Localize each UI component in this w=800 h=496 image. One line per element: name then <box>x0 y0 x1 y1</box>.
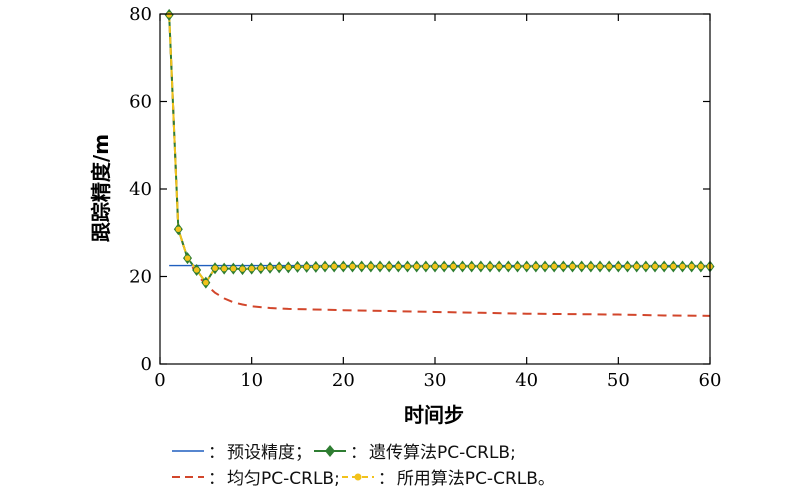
series-used-marker <box>294 264 301 270</box>
x-tick-label: 50 <box>607 370 630 391</box>
series-used-marker <box>340 263 347 270</box>
series-used-marker <box>404 263 411 270</box>
y-tick-label: 40 <box>129 179 152 200</box>
legend-line-preset <box>172 449 204 452</box>
series-used-marker <box>615 263 622 270</box>
series-used-marker <box>221 265 227 272</box>
series-used-marker <box>267 264 273 271</box>
series-used-marker <box>193 267 200 273</box>
series-used-line <box>168 14 710 285</box>
series-used-marker <box>533 263 539 270</box>
series-used-marker <box>203 279 209 286</box>
series-used-marker <box>633 263 640 270</box>
chart: 0 10 20 30 40 50 60 0 20 40 60 80 时间步 跟踪精度/m <box>89 4 721 427</box>
series-used-marker <box>441 263 447 270</box>
series-used-marker <box>358 263 365 270</box>
series-used-marker <box>212 265 218 271</box>
series-used-marker <box>487 263 493 270</box>
y-axis-label: 跟踪精度/m <box>89 134 113 242</box>
series-used-marker <box>661 263 667 270</box>
x-tick-label: 20 <box>332 370 355 391</box>
legend-sep: ： <box>377 469 395 489</box>
series-used-marker <box>230 265 237 272</box>
series-used-marker <box>624 263 631 270</box>
series-used-marker <box>688 263 695 270</box>
series-used-marker <box>368 263 374 270</box>
series-used-marker <box>377 263 383 270</box>
legend-row-2: ： 均匀PC-CRLB; ： 所用算法PC-CRLB。 <box>170 464 555 489</box>
series-used-marker <box>166 12 172 18</box>
y-tick-label: 60 <box>129 92 152 113</box>
x-axis-label: 时间步 <box>404 403 464 427</box>
y-tick-label: 20 <box>129 267 152 288</box>
plot-area <box>164 8 715 317</box>
series-used-marker <box>505 263 512 270</box>
series-used-marker <box>313 264 319 270</box>
series-used-marker <box>331 263 337 270</box>
series-genetic-line <box>168 14 710 285</box>
series-used-marker <box>450 263 457 270</box>
series-used-marker <box>413 263 420 270</box>
series-used-marker <box>551 263 557 270</box>
series-used-marker <box>423 263 429 270</box>
series-used-marker <box>459 263 466 270</box>
x-tick-label: 10 <box>240 370 263 391</box>
series-used-marker <box>184 255 191 261</box>
series-used-marker <box>386 263 392 270</box>
legend-item-genetic: ： 遗传算法PC-CRLB; <box>312 438 516 463</box>
axes: 0 10 20 30 40 50 60 0 20 40 60 80 <box>129 4 721 391</box>
x-tick-label: 60 <box>699 370 722 391</box>
series-used-marker <box>679 263 686 270</box>
series-used-marker <box>468 263 475 270</box>
series-used-marker <box>478 263 484 270</box>
series-used-marker <box>395 263 402 270</box>
series-used-marker <box>285 264 292 271</box>
x-tick-label: 30 <box>424 370 447 391</box>
legend-label-genetic: 遗传算法PC-CRLB; <box>369 443 516 463</box>
x-tick-label: 40 <box>515 370 538 391</box>
series-used-marker <box>652 263 658 270</box>
series-used-marker <box>514 263 521 270</box>
series-used-marker <box>606 263 612 270</box>
series-used-marker <box>175 226 182 233</box>
series-used-marker <box>578 263 585 270</box>
series-used-marker <box>698 263 704 270</box>
legend-sep: ： <box>350 443 367 463</box>
legend-line-uniform <box>172 475 204 478</box>
series-used-marker <box>560 263 567 270</box>
y-tick-label: 80 <box>129 4 152 25</box>
legend-label-preset: 预设精度； <box>227 443 312 463</box>
series-used-marker <box>258 265 264 271</box>
x-tick-label: 0 <box>154 370 165 391</box>
legend-line-used <box>341 473 374 480</box>
series-used-marker <box>239 266 246 272</box>
series-used-marker <box>670 263 677 270</box>
series-used-marker <box>349 263 356 270</box>
series-used-marker <box>432 263 438 270</box>
series-used-marker <box>569 263 576 270</box>
series-used-marker <box>597 263 603 270</box>
y-tick-label: 0 <box>141 354 152 375</box>
legend-line-genetic <box>314 444 346 457</box>
series-used-marker <box>248 265 255 272</box>
series-used-marker <box>588 263 594 270</box>
legend-label-used: 所用算法PC-CRLB。 <box>396 469 555 489</box>
legend-sep: ： <box>208 443 225 463</box>
series-used-marker <box>496 263 502 270</box>
series-used-marker <box>523 263 530 270</box>
legend-item-used: ： 所用算法PC-CRLB。 <box>340 464 555 489</box>
legend-item-uniform: ： 均匀PC-CRLB; <box>170 464 340 489</box>
series-used-marker <box>643 263 649 270</box>
series-used-marker <box>303 264 310 270</box>
legend-row-1: ： 预设精度； ： 遗传算法PC-CRLB; <box>170 438 516 463</box>
legend-item-preset: ： 预设精度； <box>170 438 312 463</box>
legend-sep: ： <box>208 469 225 489</box>
series-used-marker <box>276 264 282 271</box>
legend-label-uniform: 均匀PC-CRLB; <box>227 469 340 489</box>
series-used-marker <box>542 263 548 270</box>
series-used-marker <box>322 263 328 270</box>
